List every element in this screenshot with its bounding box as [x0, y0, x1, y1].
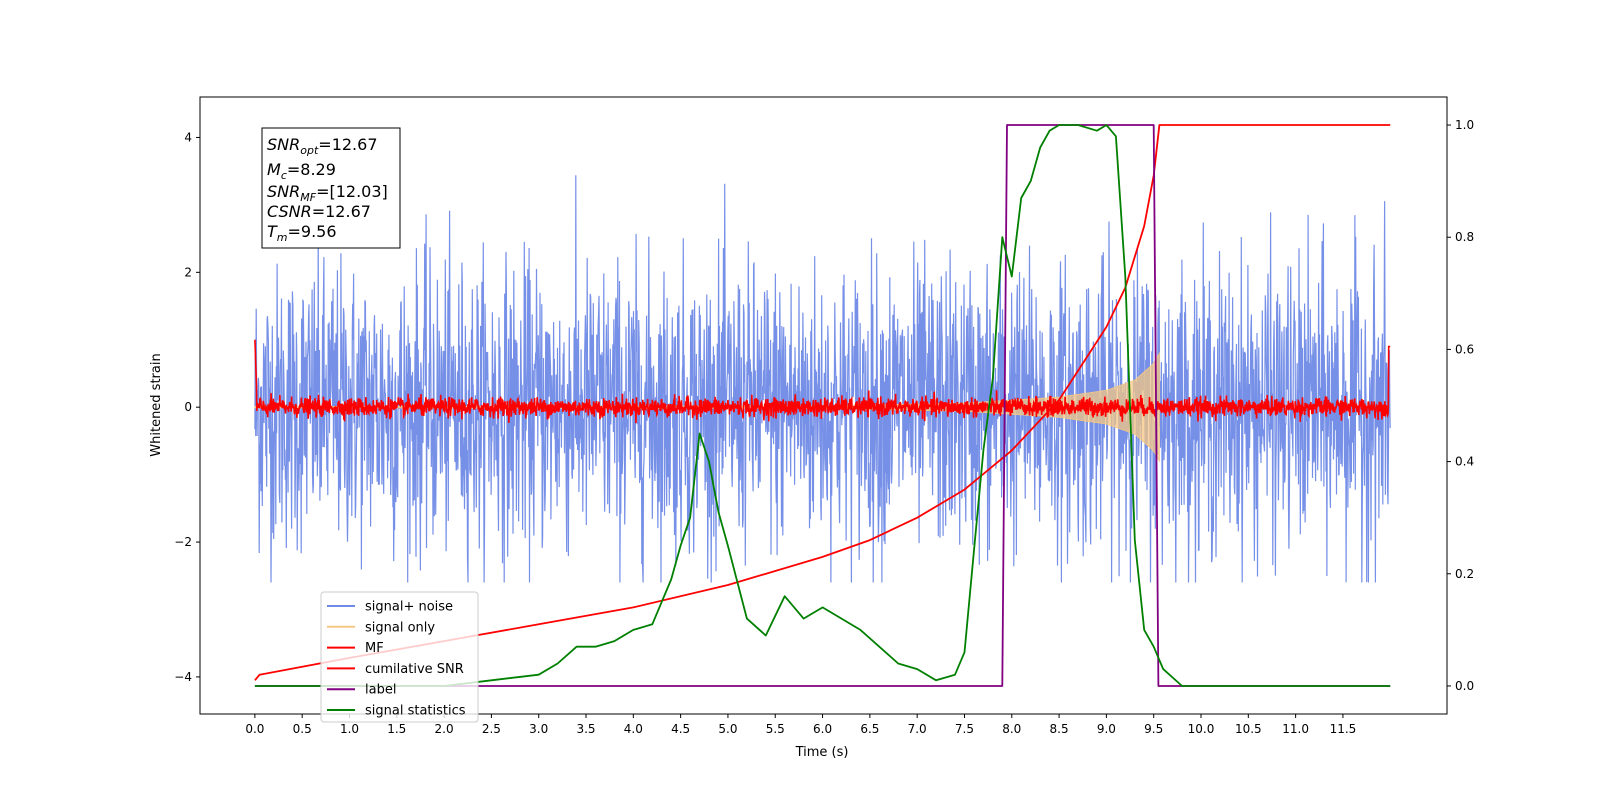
- y-right-tick-label: 0.6: [1455, 342, 1474, 356]
- legend-label: signal only: [365, 620, 435, 635]
- legend-label: signal statistics: [365, 704, 466, 719]
- y-left-tick-label: 4: [184, 130, 192, 144]
- legend: signal+ noise signal only MF cumilative SNR…: [320, 591, 479, 723]
- x-axis-label: Time (s): [795, 745, 849, 760]
- y-axis-label: Whitened strain: [149, 353, 164, 456]
- x-tick-label: 5.5: [766, 722, 785, 736]
- x-tick-label: 5.0: [718, 722, 737, 736]
- x-tick-label: 9.5: [1144, 722, 1163, 736]
- y-axis-right: 0.0 0.2 0.4 0.6 0.8 1.0: [1447, 118, 1474, 693]
- info-snr-opt: SNRopt=12.67: [267, 135, 378, 157]
- x-tick-label: 8.0: [1002, 722, 1021, 736]
- y-left-tick-label: −2: [174, 535, 192, 549]
- x-tick-label: 3.0: [529, 722, 548, 736]
- y-left-tick-label: −4: [174, 670, 192, 684]
- y-right-tick-label: 0.0: [1455, 679, 1474, 693]
- x-tick-label: 6.0: [813, 722, 832, 736]
- info-box-frame: [261, 127, 401, 249]
- info-box: SNRopt=12.67 Mc=8.29 SNRMF=[12.03] CSNR=…: [261, 127, 401, 249]
- x-tick-label: 10.0: [1188, 722, 1215, 736]
- y-right-tick-label: 1.0: [1455, 118, 1474, 132]
- x-tick-label: 4.0: [624, 722, 643, 736]
- plot-frame: [199, 96, 1448, 715]
- x-tick-label: 9.0: [1097, 722, 1116, 736]
- series-signal-noise-line: [254, 175, 1391, 583]
- legend-label: MF: [365, 641, 384, 656]
- y-right-tick-label: 0.8: [1455, 230, 1474, 244]
- x-tick-label: 1.5: [387, 722, 406, 736]
- series-mf-line: [254, 339, 1391, 424]
- legend-frame: [320, 591, 479, 723]
- y-right-tick-label: 0.2: [1455, 567, 1474, 581]
- info-csnr: CSNR=12.67: [267, 202, 371, 221]
- info-snr-mf: SNRMF=[12.03]: [267, 182, 388, 204]
- legend-label: cumilative SNR: [365, 662, 464, 677]
- x-tick-label: 0.0: [245, 722, 264, 736]
- x-tick-label: 4.5: [671, 722, 690, 736]
- x-tick-label: 2.0: [435, 722, 454, 736]
- x-tick-label: 8.5: [1050, 722, 1069, 736]
- x-tick-label: 11.0: [1282, 722, 1309, 736]
- x-tick-label: 0.5: [293, 722, 312, 736]
- x-tick-label: 1.0: [340, 722, 359, 736]
- x-tick-label: 3.5: [576, 722, 595, 736]
- info-mc: Mc=8.29: [267, 160, 336, 182]
- legend-label: signal+ noise: [365, 600, 453, 615]
- y-left-tick-label: 0: [184, 400, 192, 414]
- info-tm: Tm=9.56: [267, 222, 337, 244]
- y-right-tick-label: 0.4: [1455, 455, 1474, 469]
- x-tick-label: 7.0: [908, 722, 927, 736]
- legend-label: label: [365, 683, 396, 698]
- x-tick-label: 10.5: [1235, 722, 1262, 736]
- series-signal-statisticsline: [254, 124, 1391, 687]
- x-axis: 0.0 0.5 1.0 1.5 2.0 2.5 3.0 3.5 4.0 4.5 5.0 5.5 6.0 6…: [245, 714, 1356, 736]
- x-tick-label: 7.5: [955, 722, 974, 736]
- x-tick-label: 6.5: [860, 722, 879, 736]
- x-tick-label: 2.5: [482, 722, 501, 736]
- y-axis-left: −4 −2 0 2 4: [174, 130, 200, 684]
- y-left-tick-label: 2: [184, 265, 192, 279]
- x-tick-label: 11.5: [1330, 722, 1357, 736]
